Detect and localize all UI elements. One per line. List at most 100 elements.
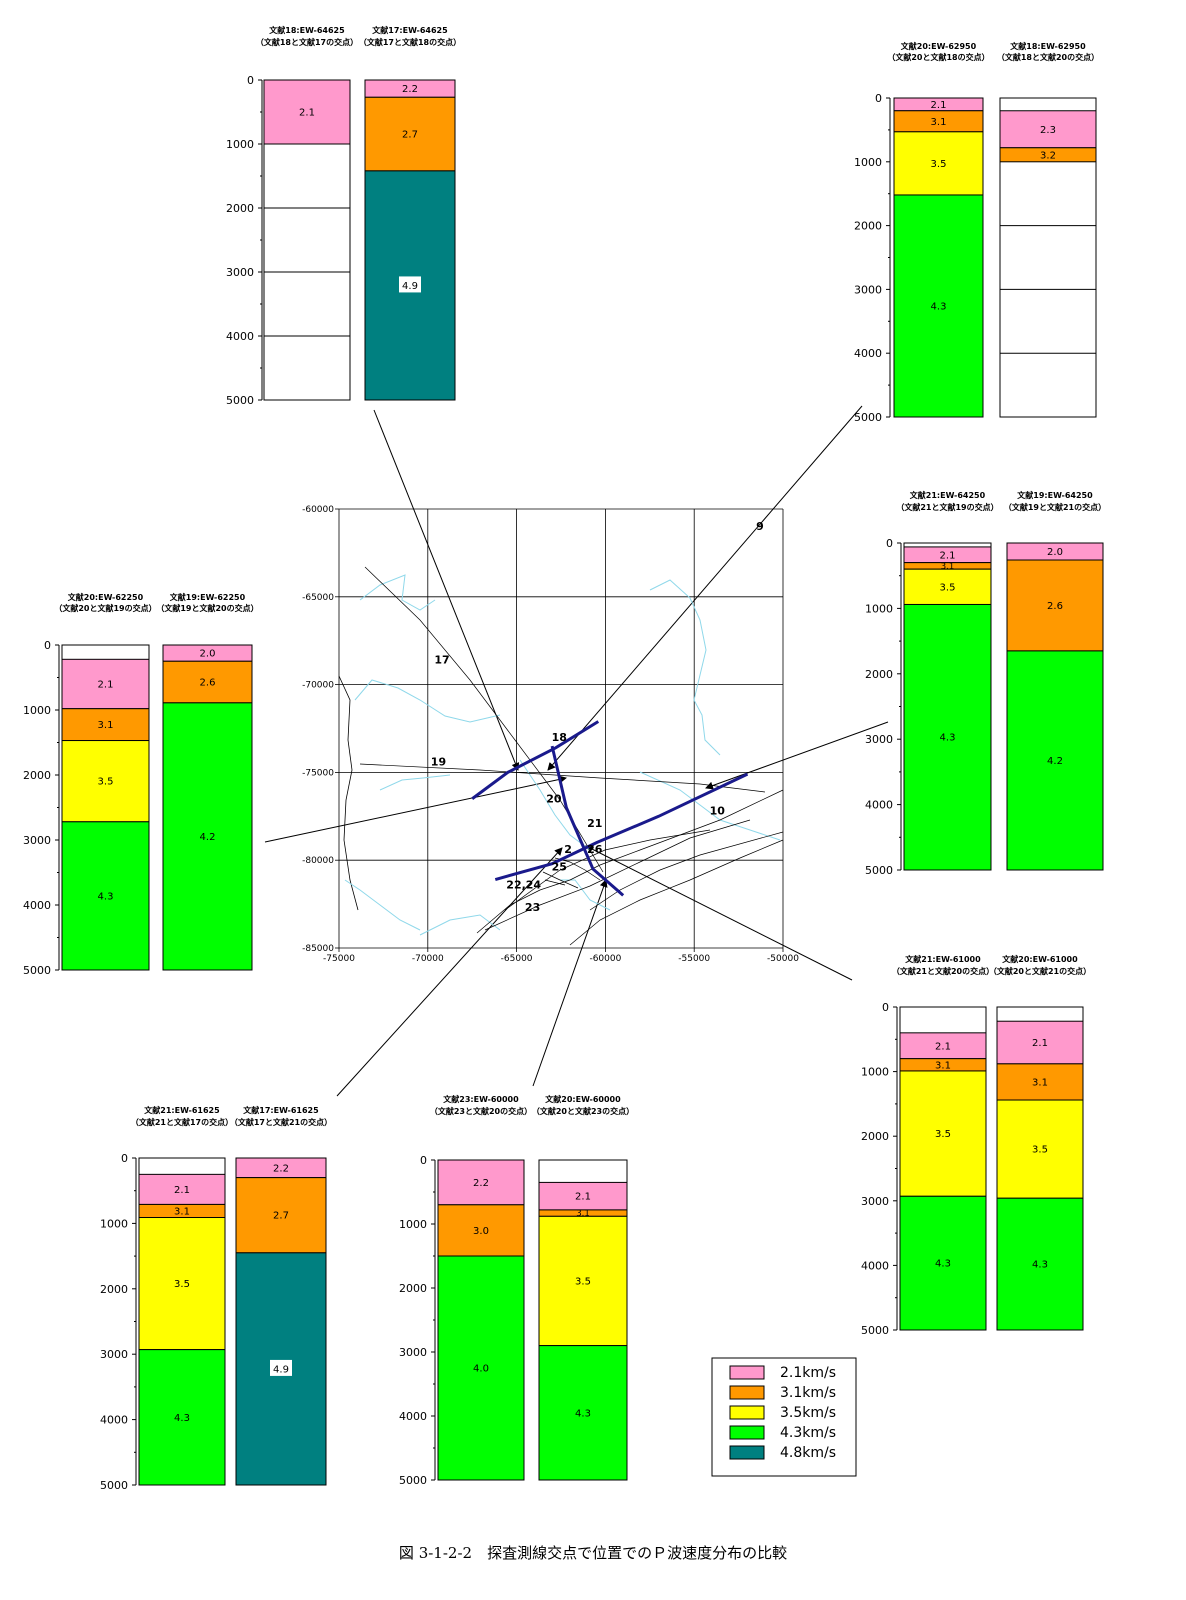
velocity-value-label: 2.0	[200, 649, 216, 660]
columns-bottom-right: 0 1000 2000 3000 4000 5000 文献21:EW-61000 （文献21と…	[861, 954, 1091, 1337]
column-border	[893, 97, 984, 418]
x-tick-label: -70000	[412, 954, 444, 964]
column-border	[1006, 542, 1104, 871]
y-tick-label: 3000	[861, 1195, 889, 1208]
column-title: 文献18:EW-64625	[269, 25, 345, 35]
column-title: 文献19:EW-64250	[1017, 490, 1093, 500]
column-border	[263, 79, 351, 401]
y-tick-label: 4000	[399, 1410, 427, 1423]
leader-line	[336, 847, 563, 1097]
velocity-value-label: 2.7	[402, 130, 418, 141]
survey-line-thin	[589, 831, 784, 911]
river	[419, 914, 501, 936]
column-border	[61, 644, 150, 971]
line-number-label: 22,24	[506, 878, 541, 891]
survey-map: -75000 -70000 -65000 -60000 -55000 -50000 -600…	[302, 505, 799, 964]
figure-caption: 図 3-1-2-2 探査測線交点で位置でのＰ波速度分布の比較	[398, 1544, 788, 1562]
y-tick-label: -80000	[302, 856, 334, 866]
velocity-value-label: 2.6	[200, 678, 216, 689]
y-tick-label: 1000	[23, 704, 51, 717]
column-title: 文献20:EW-61000	[1002, 954, 1078, 964]
column-title: 文献20:EW-60000	[545, 1094, 621, 1104]
y-tick-label: 0	[882, 1001, 889, 1014]
leader-line	[705, 721, 889, 790]
y-tick-label: 3000	[226, 266, 254, 279]
x-tick-label: -60000	[589, 954, 621, 964]
column-title: 文献17:EW-61625	[243, 1105, 319, 1115]
velocity-value-label: 4.2	[200, 832, 216, 843]
survey-line-18	[471, 720, 600, 800]
velocity-value-label: 4.3	[98, 891, 114, 902]
river	[344, 879, 421, 931]
legend-label: 3.1km/s	[780, 1385, 836, 1401]
value-label-box	[270, 1359, 292, 1376]
velocity-value-label: 4.3	[940, 733, 956, 744]
y-tick-label: 0	[44, 639, 51, 652]
survey-line-21	[494, 772, 749, 881]
y-tick-label: 0	[121, 1152, 128, 1165]
velocity-value-label: 2.1	[931, 100, 947, 111]
columns-top-left: 0 1000 2000 3000 4000 5000 文献18:EW-64625 （文献18と…	[226, 25, 461, 407]
y-tick-label: 2000	[23, 769, 51, 782]
velocity-layer	[899, 1195, 987, 1331]
columns-bottom-middle: 0 1000 2000 3000 4000 5000 文献23:EW-60000 （文献23と…	[399, 1094, 634, 1487]
line-number-label: 25	[552, 861, 567, 874]
line-number-label: 18	[552, 731, 567, 744]
leader-line	[532, 879, 608, 1087]
y-tick-label: -60000	[302, 505, 334, 515]
velocity-value-label: 4.9	[402, 281, 418, 292]
line-number-label: 17	[434, 654, 449, 667]
velocity-value-label: 4.3	[575, 1408, 591, 1419]
columns-middle-right: 0 1000 2000 3000 4000 5000 文献21:EW-64250 （文献21と…	[865, 490, 1106, 877]
leader-line	[264, 775, 567, 843]
velocity-layer	[138, 1217, 226, 1351]
y-tick-label: 4000	[854, 347, 882, 360]
column-title: 文献20:EW-62250	[68, 592, 144, 602]
column-subtitle: （文献21と文献19の交点）	[896, 502, 998, 512]
velocity-layer	[138, 1173, 226, 1205]
y-tick-label: 5000	[399, 1474, 427, 1487]
line-number-label: 23	[525, 901, 540, 914]
velocity-layer	[903, 568, 992, 605]
velocity-value-label: 3.5	[98, 777, 114, 788]
x-tick-label: -55000	[678, 954, 710, 964]
river	[354, 679, 501, 723]
velocity-layer	[437, 1255, 525, 1481]
velocity-layer	[235, 1177, 327, 1254]
velocity-value-label: 3.1	[576, 1209, 590, 1219]
column-border	[364, 79, 456, 401]
velocity-layer	[893, 194, 984, 418]
velocity-layer	[61, 821, 150, 971]
velocity-layer	[61, 658, 150, 710]
y-tick-label: 3000	[23, 834, 51, 847]
y-tick-label: 1000	[226, 138, 254, 151]
legend-label: 2.1km/s	[780, 1365, 836, 1381]
columns-top-right: 0 1000 2000 3000 4000 5000 文献20:EW-62950（文献20と…	[854, 41, 1099, 424]
velocity-layer	[263, 79, 351, 145]
velocity-value-label: 2.1	[935, 1041, 951, 1052]
legend-swatch	[729, 1405, 765, 1420]
y-tick-label: 2000	[226, 202, 254, 215]
y-tick-label: 5000	[226, 394, 254, 407]
velocity-value-label: 4.2	[1047, 756, 1063, 767]
y-tick-label: 1000	[100, 1217, 128, 1230]
y-tick-label: 4000	[861, 1259, 889, 1272]
y-tick-label: 1000	[865, 602, 893, 615]
survey-line-thin	[504, 829, 711, 911]
x-tick-label: -75000	[323, 954, 355, 964]
river	[560, 879, 611, 911]
legend-label: 3.5km/s	[780, 1405, 836, 1421]
line-number-label: 9	[756, 520, 764, 533]
column-border	[235, 1157, 327, 1486]
column-subtitle: （文献17と文献18の交点）	[359, 37, 461, 47]
velocity-value-label: 3.5	[931, 159, 947, 170]
velocity-layer	[1006, 650, 1104, 871]
velocity-value-label: 3.5	[575, 1276, 591, 1287]
column-subtitle: （文献19と文献21の交点）	[1004, 502, 1106, 512]
velocity-layer	[61, 708, 150, 742]
y-tick-label: 4000	[23, 899, 51, 912]
velocity-value-label: 4.3	[931, 301, 947, 312]
legend-swatch	[729, 1445, 765, 1460]
velocity-value-label: 2.7	[273, 1211, 289, 1222]
column-subtitle: （文献20と文献23の交点）	[532, 1106, 634, 1116]
